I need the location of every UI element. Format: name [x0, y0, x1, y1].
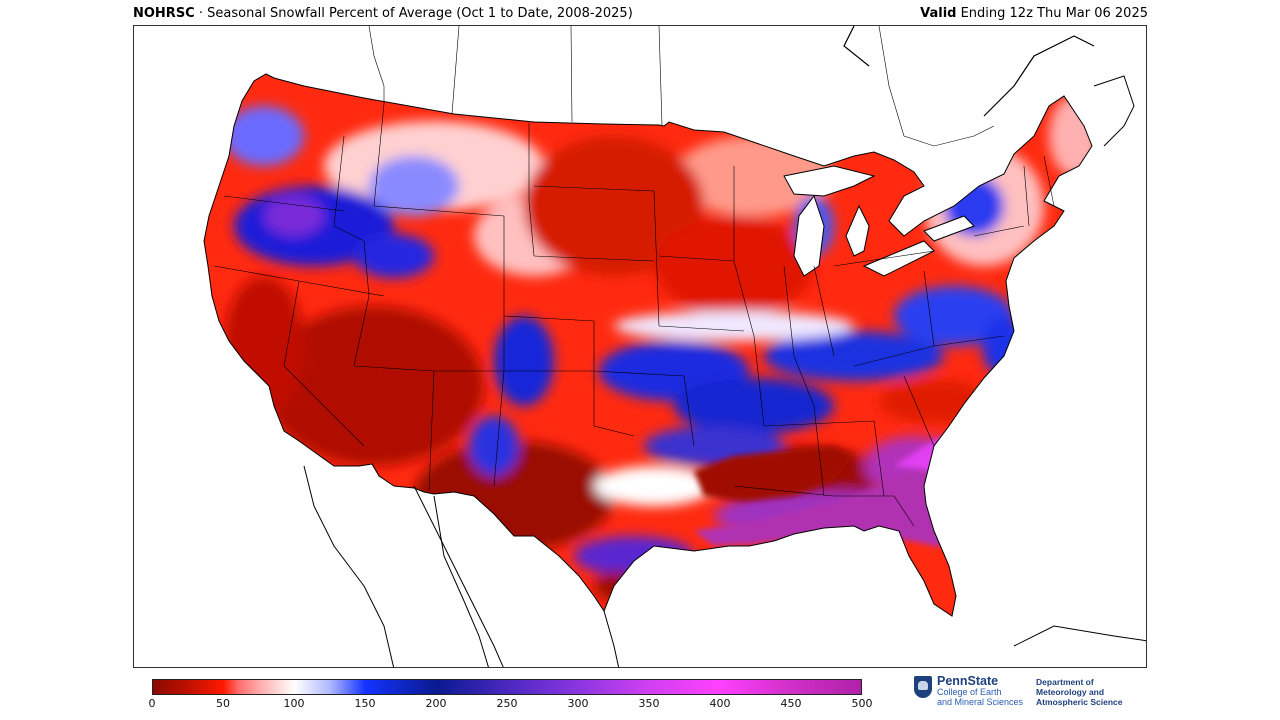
colorbar-tick: 450 — [780, 697, 802, 710]
colorbar-tick: 100 — [283, 697, 305, 710]
dept-line-2: Meteorology and — [1036, 687, 1105, 698]
university-name: PennState — [937, 674, 999, 688]
college-line-1: College of Earth — [937, 687, 1002, 698]
colorbar — [152, 679, 862, 695]
title-separator: · — [194, 6, 208, 21]
colorbar-tick: 50 — [216, 697, 230, 710]
map-title: NOHRSC · Seasonal Snowfall Percent of Av… — [133, 6, 633, 21]
valid-text: Ending 12z Thu Mar 06 2025 — [956, 6, 1148, 21]
dept-line-1: Department of — [1036, 677, 1094, 687]
dept-line-3: Atmospheric Science — [1036, 697, 1123, 708]
title-text: Seasonal Snowfall Percent of Average (Oc… — [207, 6, 633, 21]
colorbar-tick: 250 — [496, 697, 518, 710]
colorbar-tick: 0 — [148, 697, 156, 710]
colorbar-tick: 200 — [425, 697, 447, 710]
valid-label: Valid — [920, 6, 957, 21]
source-label: NOHRSC — [133, 6, 195, 21]
pennstate-logo: PennState College of Earth and Mineral S… — [914, 674, 1123, 708]
snowfall-field — [204, 74, 1092, 616]
department-name: Department of Meteorology and Atmospheri… — [1036, 677, 1122, 708]
snowfall-map — [133, 25, 1147, 668]
colorbar-tick: 150 — [354, 697, 376, 710]
colorbar-tick: 350 — [638, 697, 660, 710]
colorbar-tick: 500 — [851, 697, 873, 710]
college-line-2: and Mineral Sciences — [937, 696, 1024, 707]
college-name: PennState College of Earth and Mineral S… — [937, 674, 1024, 707]
colorbar-tick: 300 — [567, 697, 589, 710]
us-map-svg — [203, 26, 1146, 667]
valid-time: Valid Ending 12z Thu Mar 06 2025 — [920, 6, 1148, 21]
boundaries — [203, 26, 1146, 667]
nittany-lion-shield-icon — [914, 676, 932, 698]
colorbar-tick: 400 — [709, 697, 731, 710]
